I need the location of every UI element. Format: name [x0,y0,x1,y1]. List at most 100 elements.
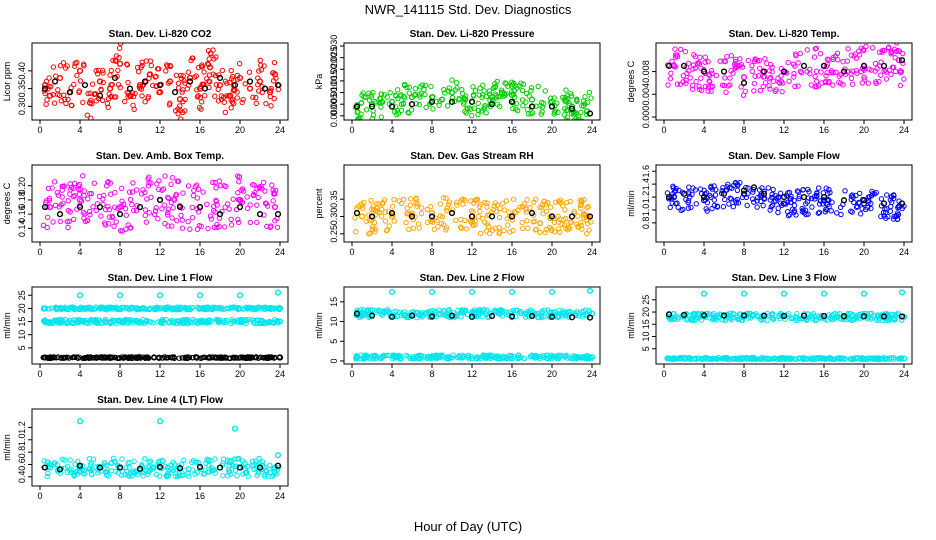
data-point [555,213,561,220]
data-point [141,78,149,85]
x-tick-label: 8 [429,125,434,135]
data-point [740,290,748,297]
data-point [109,354,116,360]
x-tick-label: 24 [587,369,597,379]
data-point [74,59,80,66]
data-point [267,319,274,325]
data-point [165,206,172,212]
data-point [76,292,84,299]
x-tick-label: 16 [195,369,205,379]
data-point [255,355,262,361]
data-point [490,206,496,213]
data-point [210,71,216,77]
x-tick-label: 12 [467,369,477,379]
data-point [565,314,572,320]
y-tick-label: 0.25 [329,225,339,243]
data-point [780,200,788,207]
data-point [226,92,234,99]
data-point [891,354,897,361]
data-point [84,112,90,118]
panel-ylabel: degrees C [626,60,636,102]
data-point [146,210,152,216]
data-point [250,319,257,326]
data-point [274,462,282,469]
data-point [78,198,85,204]
y-tick-label: 1.0 [17,434,27,447]
data-point [703,206,709,212]
points [664,289,908,363]
data-point [253,100,259,107]
data-point [887,197,894,203]
data-point [266,89,274,96]
x-tick-label: 16 [507,125,517,135]
data-point [171,89,179,96]
data-point [794,188,801,194]
data-point [146,174,152,180]
data-point [685,205,692,211]
data-point [261,85,269,92]
data-point [775,209,781,216]
x-tick-label: 4 [77,369,82,379]
data-point [228,105,234,111]
data-point [185,218,191,225]
data-point [170,459,176,465]
x-tick-label: 24 [899,125,909,135]
data-point [250,191,257,198]
data-point [80,173,86,179]
data-point [701,187,707,193]
data-point [889,64,896,70]
data-point [139,59,145,66]
data-point [240,354,246,361]
data-point [173,306,179,313]
y-tick-label: 0.4 [17,471,27,484]
data-point [834,311,840,318]
data-point [454,199,460,205]
data-point [254,320,261,327]
data-point [205,47,212,54]
data-point [668,70,674,76]
data-point [519,203,526,210]
data-point [458,225,465,231]
data-point [526,314,532,320]
data-point [139,93,145,99]
data-point [254,219,260,226]
data-point [145,464,151,470]
data-point [211,56,217,62]
data-point [665,82,671,88]
x-tick-label: 16 [195,125,205,135]
data-point [65,96,71,103]
data-point [720,312,728,319]
x-tick-label: 12 [467,247,477,257]
data-point [766,68,773,74]
data-point [363,107,370,113]
points [664,43,907,98]
data-point [116,464,124,471]
data-point [100,67,106,74]
data-point [840,197,848,204]
data-point [184,305,191,312]
data-point [534,314,541,321]
data-point [690,66,696,72]
data-point [877,72,884,78]
data-point [877,356,884,363]
data-point [700,68,708,75]
data-point [582,93,588,100]
data-point [430,106,436,112]
data-point [568,105,576,112]
data-point [373,309,379,316]
data-point [271,203,279,211]
data-point [122,98,128,105]
data-point [751,88,757,94]
data-point [250,463,257,469]
data-point [157,473,163,479]
data-point [857,211,864,217]
data-point [880,209,887,216]
data-point [401,82,408,89]
data-point [243,318,250,324]
data-point [842,188,848,194]
data-point [394,87,401,93]
data-point [808,355,815,362]
data-point [51,460,58,466]
data-point [412,86,419,92]
data-point [468,112,475,119]
